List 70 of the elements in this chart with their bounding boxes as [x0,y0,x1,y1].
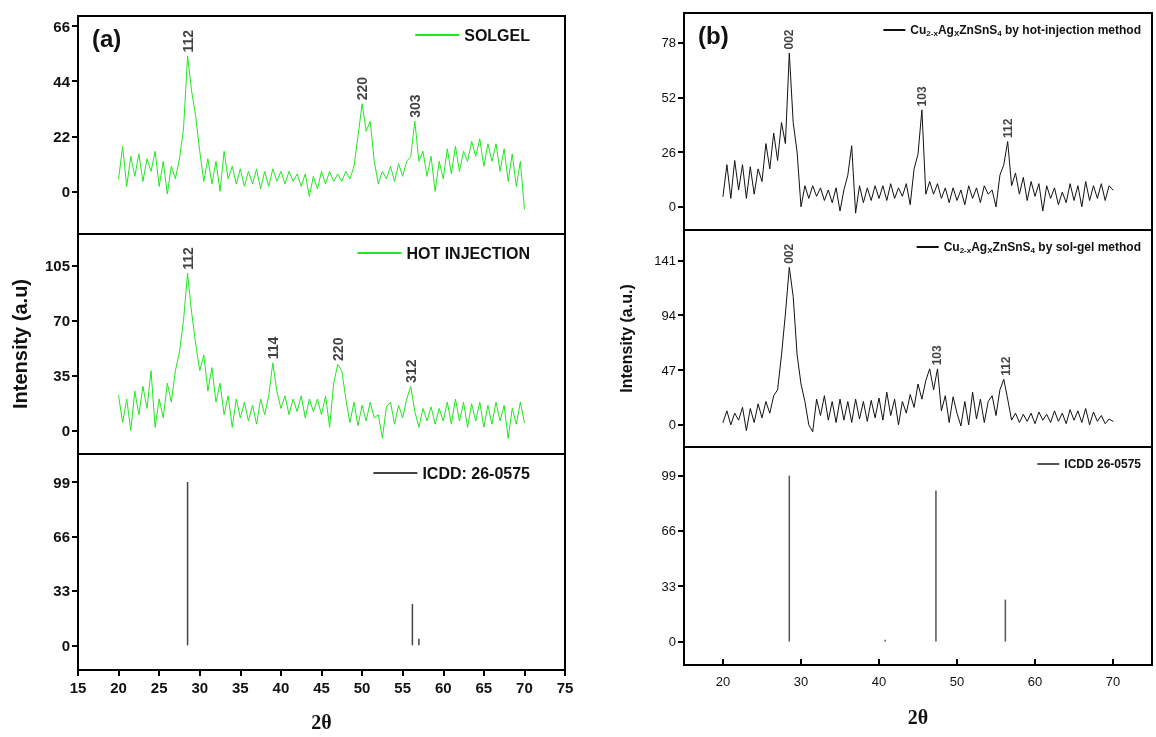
y-tick-label: 44 [53,72,71,90]
annotation: 112 [1001,118,1016,139]
x-tick-label: 40 [272,679,290,696]
annotation: (a) [92,24,122,52]
legend-label: HOT INJECTION [406,244,530,262]
y-tick-label: 0 [668,199,676,215]
legend-label: ICDD 26-0575 [1064,457,1142,471]
x-tick-label: 25 [150,679,168,696]
y-tick-label: 70 [53,311,70,329]
y-tick-label: 26 [661,144,676,160]
x-axis-title: 2θ [907,706,929,728]
x-tick-label: 15 [69,679,87,696]
y-tick-label: 66 [53,527,70,545]
y-tick-label: 22 [53,127,70,145]
annotation: 112 [179,29,196,53]
y-axis-title: Intensity (a.u.) [617,284,635,393]
y-tick-label: 78 [661,35,676,50]
annotation: 002 [782,243,797,264]
x-tick-label: 70 [1105,674,1121,689]
y-tick-label: 66 [661,523,676,539]
line-series [722,266,1114,433]
y-tick-label: 33 [53,582,70,600]
annotation: 002 [782,29,797,50]
line-series [118,272,525,439]
annotation: 103 [929,344,944,366]
y-tick-label: 52 [661,89,676,105]
line-series [722,52,1114,214]
y-tick-label: 99 [661,468,676,484]
x-tick-label: 35 [231,679,249,696]
x-tick-label: 50 [949,674,965,689]
y-tick-label: 66 [53,17,70,35]
y-tick-label: 94 [661,307,676,323]
y-tick-label: 35 [53,366,70,384]
legend-label: ICDD: 26-0575 [422,464,531,482]
legend-label: SOLGEL [464,26,531,44]
annotation: (b) [698,21,729,49]
y-tick-label: 99 [53,473,70,491]
y-tick-label: 105 [44,256,70,274]
y-tick-label: 33 [661,578,676,594]
annotation: 303 [406,94,423,118]
y-tick-label: 0 [668,634,676,650]
x-tick-label: 60 [1027,674,1043,689]
x-tick-label: 40 [871,674,887,689]
y-tick-label: 0 [61,636,70,654]
annotation: 112 [999,356,1014,376]
line-series [118,55,525,210]
annotation: 220 [354,76,371,101]
x-tick-label: 70 [516,679,533,696]
y-tick-label: 47 [661,362,676,378]
y-axis-title: Intensity (a.u) [9,278,31,410]
annotation: 112 [179,246,196,270]
x-tick-label: 50 [353,679,371,696]
x-tick-label: 20 [110,679,127,696]
annotation: 103 [914,86,929,107]
x-tick-label: 30 [793,674,809,689]
annotation: 220 [329,337,346,361]
x-tick-label: 65 [475,679,493,696]
y-tick-label: 141 [654,252,676,268]
y-tick-label: 0 [61,421,70,439]
x-tick-label: 75 [556,679,574,696]
x-tick-label: 20 [715,674,731,689]
x-axis-title: 2θ [311,711,332,733]
annotation: 114 [264,336,281,360]
x-tick-label: 30 [191,679,209,696]
y-tick-label: 0 [668,417,676,433]
annotation: 312 [402,359,419,383]
x-tick-label: 60 [434,679,452,696]
x-tick-label: 45 [313,679,330,696]
x-tick-label: 55 [394,679,412,696]
y-tick-label: 0 [61,182,70,200]
